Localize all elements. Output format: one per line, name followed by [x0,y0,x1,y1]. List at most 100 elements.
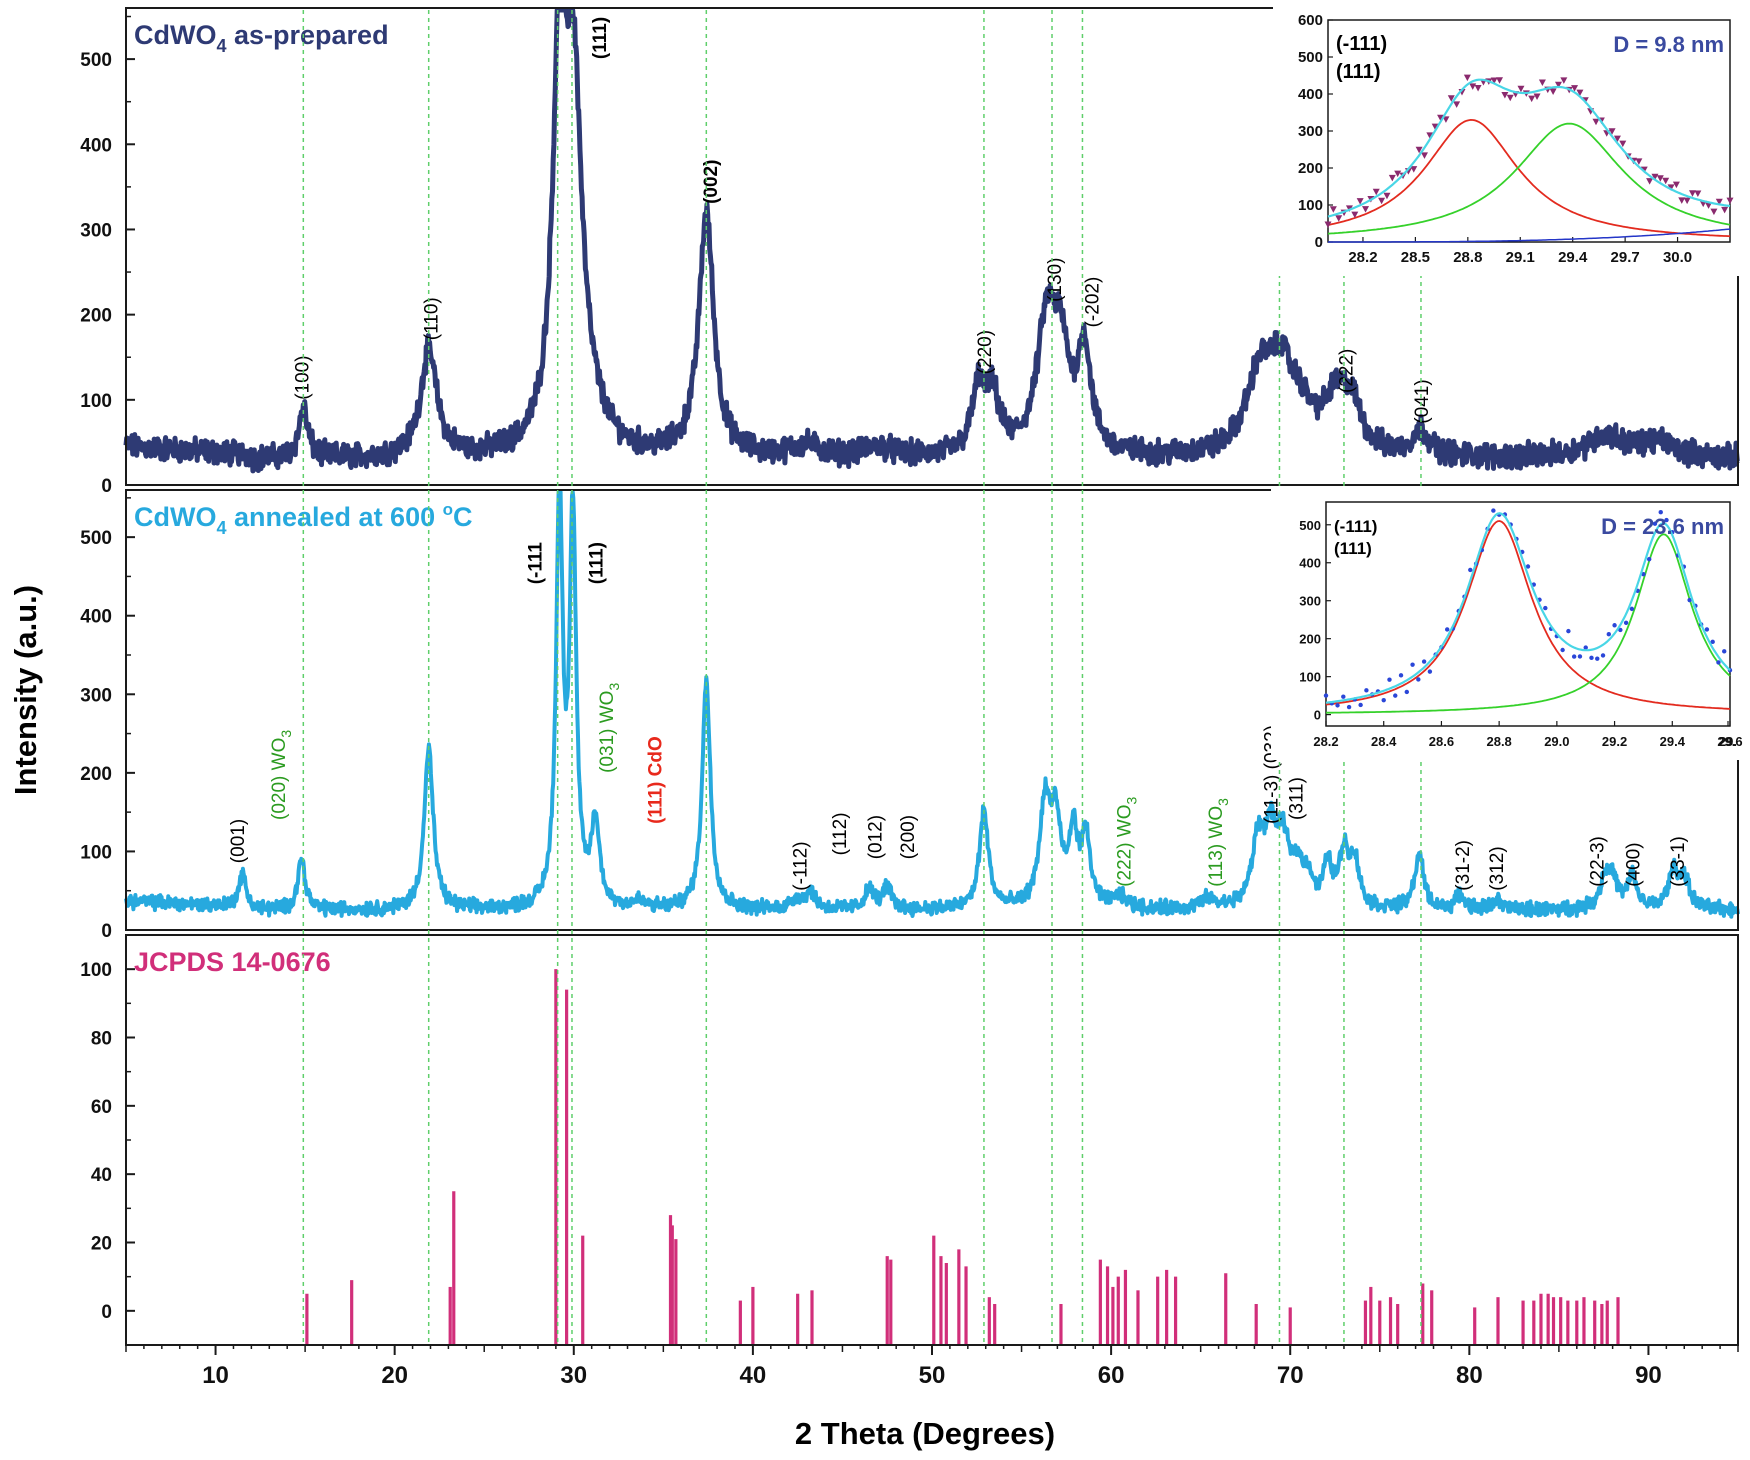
inset1-data-point [1420,152,1428,159]
inset2-data-point [1600,653,1606,658]
inset1-data-point [1726,197,1734,205]
inset1-data-point [1662,177,1670,185]
inset2-ytick-label: 400 [1299,556,1321,571]
inset2-label-111: (111) [1334,539,1372,558]
p3-ytick-label: 40 [91,1165,112,1186]
p1-ytick-label: 400 [80,135,112,156]
inset2-data-point [1589,655,1594,661]
inset-as-prepared: 0 100 200 300 400 500 600 28.2 28.5 28.8 29.1 29.4 2… [1273,6,1745,276]
inset2-ytick-label: 500 [1299,518,1321,533]
p1-series-line [123,7,1740,474]
inset2-xtick-label: 29.0 [1544,734,1569,749]
inset2-data-point [1704,627,1710,632]
inset2-data-point [1722,649,1727,654]
inset1-ytick-label: 500 [1298,49,1323,66]
inset2-data-point [1618,627,1623,633]
inset2-data-point [1652,521,1658,526]
p2-peak-label: (-111 [525,542,546,585]
inset1-crystallite-size: D = 9.8 nm [1613,32,1724,57]
inset2-fit-component [1325,520,1731,710]
inset2-data-point [1335,703,1340,708]
p1-peak-label: (100) [293,355,314,399]
inset1-ytick-label: 600 [1298,12,1323,29]
p3-ytick-label: 100 [80,960,112,981]
inset2-data-point [1595,656,1600,661]
inset2-data-point [1577,654,1583,659]
inset2-fit-component [1326,533,1731,714]
inset1-label-minus111: (-111) [1336,33,1387,55]
inset2-data-point [1658,510,1663,515]
inset2-data-point [1341,694,1346,699]
p2-peak-label: (113) WO3 [1206,798,1231,887]
xtick-label: 60 [1098,1362,1125,1389]
inset1-fit-component [1327,122,1731,235]
p2-peak-label: (312) [1487,846,1508,890]
xtick-label: 30 [560,1362,587,1389]
p2-peak-label: (400) [1623,842,1644,886]
inset1-xtick-label: 28.2 [1348,249,1377,266]
inset2-label-minus111: (-111) [1334,517,1377,536]
inset1-frame [1327,19,1731,243]
p1-ytick-label: 0 [101,476,112,497]
p2-ytick-label: 400 [80,607,112,628]
inset2-frame [1325,501,1731,727]
panel-reference: 0 20 40 60 80 100 JCPDS 14-0676 [80,934,1739,1346]
inset2-data-point [1404,689,1410,695]
inset1-data-point [1362,206,1370,213]
inset2-data-point [1491,508,1496,513]
inset1-data-point [1372,188,1380,196]
xtick-label: 40 [740,1362,767,1389]
p1-peak-label: (220) [975,330,996,374]
inset2-data-point [1647,556,1652,562]
inset1-data-point [1415,146,1423,154]
inset2-ytick-label: 0 [1314,708,1321,723]
p2-series-line [124,490,1740,919]
inset1-data-point [1490,77,1498,84]
p2-peak-label: (222) WO3 [1115,796,1140,886]
p2-ytick-label: 0 [101,921,112,942]
p1-peak-label: (130) [1045,258,1066,302]
x-axis: 10 20 30 40 50 60 70 80 90 [125,1345,1739,1389]
inset1-data-point [1383,192,1391,200]
inset2-data-point [1416,677,1421,682]
inset1-ytick-label: 400 [1298,86,1323,103]
inset2-xtick-label: 29. [1719,734,1737,749]
inset1-data-point [1506,94,1514,102]
inset2-data-point [1571,654,1577,659]
inset1-data-point [1410,166,1418,173]
inset1-data-point [1710,208,1718,216]
inset1-data-point [1474,84,1482,92]
inset1-data-point [1501,92,1509,99]
inset2-data-point [1323,693,1329,698]
inset1-data-point [1345,205,1353,212]
p2-peak-label: (020) WO3 [269,730,294,820]
inset1-data-point [1549,88,1557,96]
p2-title: CdWO4 annealed at 600 oC [134,500,473,538]
inset1-xtick-label: 29.7 [1611,249,1640,266]
inset2-xtick-label: 28.4 [1371,734,1397,749]
inset2-data-point [1346,704,1352,710]
inset2-xtick-label: 28.2 [1313,734,1338,749]
inset1-data-point [1619,140,1627,148]
inset1-data-point [1576,89,1584,97]
inset1-data-point [1721,206,1729,214]
p1-peak-label: (110) [422,297,443,340]
inset1-data-point [1463,74,1471,82]
inset2-data-point [1525,564,1531,569]
inset2-data-point [1710,639,1715,645]
inset2-data-point [1623,620,1629,626]
inset1-data-point [1554,81,1562,89]
inset1-data-point [1705,202,1713,209]
x-axis-label: 2 Theta (Degrees) [795,1416,1055,1451]
inset1-data-point [1453,101,1461,108]
p2-peak-label: (111) CdO [645,736,666,824]
inset1-data-point [1496,77,1504,84]
inset1-xtick-label: 29.1 [1506,249,1535,266]
inset2-data-point [1606,632,1612,637]
inset1-data-point [1351,211,1359,219]
inset2-data-point [1445,627,1450,632]
inset2-xtick-label: 29.6 [1717,734,1742,749]
inset1-label-111: (111) [1336,61,1380,83]
